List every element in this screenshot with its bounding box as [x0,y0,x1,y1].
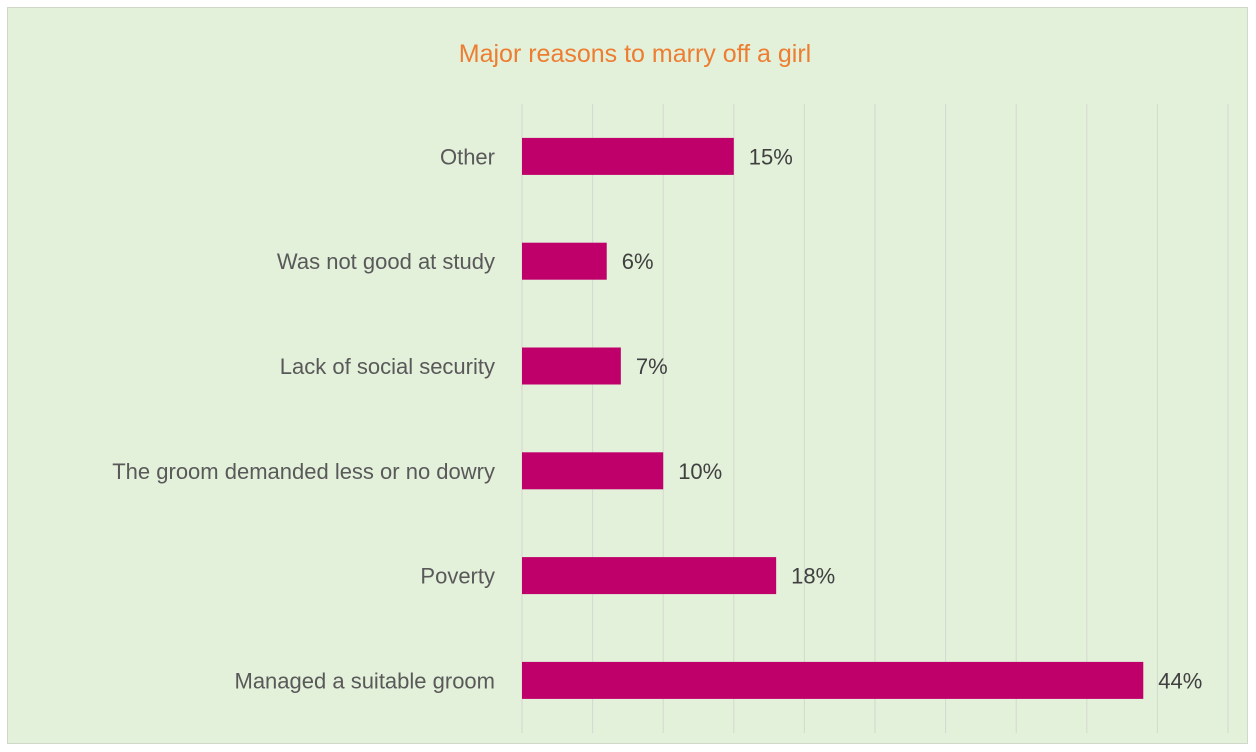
category-label: Was not good at study [277,249,495,274]
chart-title: Major reasons to marry off a girl [459,40,811,68]
category-labels: Other Was not good at study Lack of social… [112,144,495,693]
bar [522,661,1144,699]
bar [522,557,777,595]
value-label: 10% [678,459,722,484]
value-labels: 15% 6% 7% 10% 18% 44% [622,144,1203,693]
bar [522,137,734,175]
value-label: 44% [1158,668,1202,693]
gridlines [521,104,1229,733]
value-label: 15% [749,144,793,169]
category-label: Other [440,144,495,169]
category-label: Poverty [420,564,495,589]
value-label: 6% [622,249,654,274]
bars [522,137,1144,699]
bar [522,347,621,385]
bar [522,242,607,280]
bar [522,452,664,490]
chart-area [7,7,1248,744]
category-label: Managed a suitable groom [235,668,496,693]
category-label: The groom demanded less or no dowry [112,459,495,484]
value-label: 7% [636,354,668,379]
category-label: Lack of social security [280,354,495,379]
value-label: 18% [791,564,835,589]
